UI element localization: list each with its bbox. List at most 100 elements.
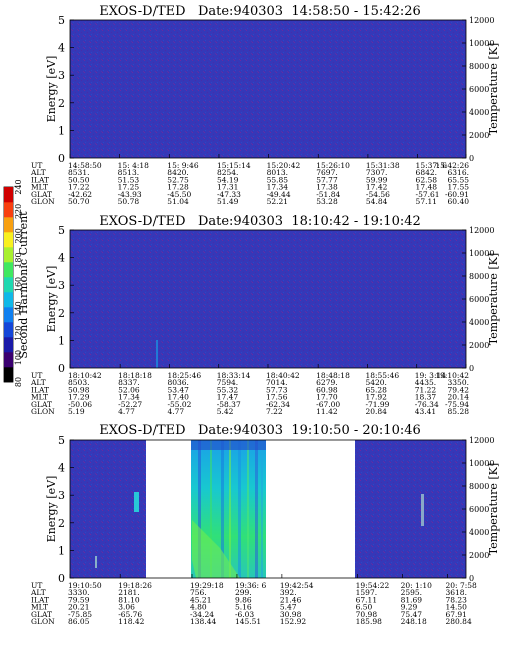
orbit-cell: 5.19	[68, 407, 85, 416]
orbit-cell: 15: 4:18	[118, 161, 150, 170]
orbit-cell: 62.58	[416, 175, 438, 184]
y-axis-label-right: Temperature [K]	[487, 463, 500, 555]
orbit-cell: 18:33:14	[217, 371, 251, 380]
orbit-cell: 138.44	[190, 617, 216, 626]
y-tick-label-right: 10000	[469, 249, 494, 258]
orbit-cell: -75.85	[68, 610, 92, 619]
colorbar-swatch	[4, 217, 13, 233]
orbit-cell: -50.06	[68, 400, 92, 409]
orbit-row-label: MLT	[31, 183, 48, 192]
orbit-row-label: MLT	[31, 603, 48, 612]
colorbar-tick-label: 140	[14, 301, 23, 316]
y-tick-label-left: 2	[58, 97, 65, 110]
orbit-table: UTALTILATMLTGLATGLON19:10:503330.79.5920…	[30, 581, 477, 626]
orbit-cell: 18:10:42	[68, 371, 102, 380]
y-tick-label-left: 1	[58, 334, 65, 347]
orbit-cell: -57.61	[416, 190, 440, 199]
orbit-cell: 8254.	[217, 168, 238, 177]
orbit-cell: 60.98	[316, 385, 338, 394]
orbit-cell: 15:20:42	[267, 161, 301, 170]
colorbar-swatches	[4, 187, 13, 383]
y-tick-label-right: 10000	[469, 459, 494, 468]
y-tick-label-left: 1	[58, 544, 65, 557]
y-tick-label-right: 0	[469, 364, 474, 373]
orbit-cell: 17.40	[167, 393, 189, 402]
y-tick-label-left: 3	[58, 489, 65, 502]
orbit-cell: 20.14	[448, 393, 470, 402]
orbit-cell: 8531.	[68, 168, 89, 177]
enhanced-streak	[198, 440, 201, 578]
colorbar-label: Second Harmonic Current	[17, 211, 30, 359]
y-tick-label-right: 2000	[469, 131, 489, 140]
orbit-cell: 17.38	[316, 183, 338, 192]
orbit-cell: -62.34	[266, 400, 290, 409]
y-tick-label-right: 10000	[469, 39, 494, 48]
orbit-cell: 15:42:26	[435, 161, 469, 170]
orbit-cell: 9.29	[401, 603, 418, 612]
orbit-cell: -54.56	[366, 190, 390, 199]
orbit-cell: 2595.	[401, 588, 422, 597]
spectrogram-background	[70, 20, 466, 158]
colorbar-swatch	[4, 232, 13, 248]
orbit-cell: 4.77	[167, 407, 184, 416]
orbit-cell: 4.77	[118, 407, 135, 416]
orbit-row-label: ALT	[30, 168, 46, 177]
orbit-row-label: ILAT	[31, 385, 49, 394]
spectrogram-area	[69, 229, 467, 369]
orbit-cell: 71.22	[415, 385, 437, 394]
orbit-cell: 21.46	[280, 595, 302, 604]
orbit-cell: 79.59	[68, 595, 90, 604]
orbit-cell: 52.21	[267, 197, 288, 206]
orbit-cell: 70.98	[356, 610, 378, 619]
orbit-cell: 18.37	[415, 393, 437, 402]
orbit-cell: 145.51	[235, 617, 261, 626]
orbit-cell: 19:10:50	[68, 581, 102, 590]
panel-3: EXOS-D/TED Date:940303 19:10:50 - 20:10:…	[30, 423, 500, 626]
orbit-cell: 20: 1:10	[401, 581, 433, 590]
colorbar-swatch	[4, 352, 13, 368]
orbit-cell: 8420.	[167, 168, 188, 177]
colorbar-swatch	[4, 262, 13, 278]
orbit-cell: -71.99	[365, 400, 389, 409]
orbit-cell: 20.84	[365, 407, 387, 416]
orbit-cell: 17.34	[267, 183, 289, 192]
enhanced-streak	[229, 440, 231, 578]
orbit-cell: 7594.	[217, 378, 238, 387]
orbit-cell: 53.47	[167, 385, 189, 394]
panel-title: EXOS-D/TED Date:940303 19:10:50 - 20:10:…	[99, 423, 421, 438]
orbit-cell: 67.11	[356, 595, 377, 604]
y-tick-label-right: 6000	[469, 295, 489, 304]
orbit-cell: 81.10	[118, 595, 140, 604]
orbit-cell: 7014.	[266, 378, 287, 387]
orbit-cell: 17.56	[266, 393, 288, 402]
y-ticks-left: 5 4 3 2 1 0	[58, 14, 74, 165]
orbit-cell: 50.98	[68, 385, 90, 394]
orbit-cell: 15:37: 6	[416, 161, 448, 170]
orbit-cell: -67.00	[316, 400, 340, 409]
colorbar-tick-label: 100	[14, 350, 23, 365]
orbit-cell: 280.84	[445, 617, 471, 626]
orbit-cell: -42.62	[68, 190, 92, 199]
orbit-cell: 5420.	[365, 378, 386, 387]
y-tick-label-right: 4000	[469, 528, 489, 537]
y-tick-label-right: 6000	[469, 505, 489, 514]
enhanced-streak	[221, 440, 224, 578]
colorbar-tick-label: 180	[14, 252, 23, 267]
enhanced-streak	[255, 440, 258, 578]
colorbar-tick-label: 120	[14, 326, 23, 341]
orbit-cell: 118.42	[118, 617, 144, 626]
orbit-cell: 6279.	[316, 378, 337, 387]
y-axis-label-left: Energy [eV]	[45, 476, 58, 543]
orbit-cell: 15:15:14	[217, 161, 251, 170]
orbit-cell: 15:26:10	[316, 161, 350, 170]
orbit-cell: -55.02	[167, 400, 191, 409]
spectrogram-segment-1	[70, 440, 146, 578]
orbit-cell: 248.18	[401, 617, 427, 626]
orbit-cell: 152.92	[280, 617, 306, 626]
colorbar-swatch	[4, 277, 13, 293]
orbit-cell: 17.55	[448, 183, 470, 192]
y-tick-label-right: 4000	[469, 318, 489, 327]
orbit-cell: 75.47	[401, 610, 423, 619]
orbit-cell: 85.28	[448, 407, 470, 416]
